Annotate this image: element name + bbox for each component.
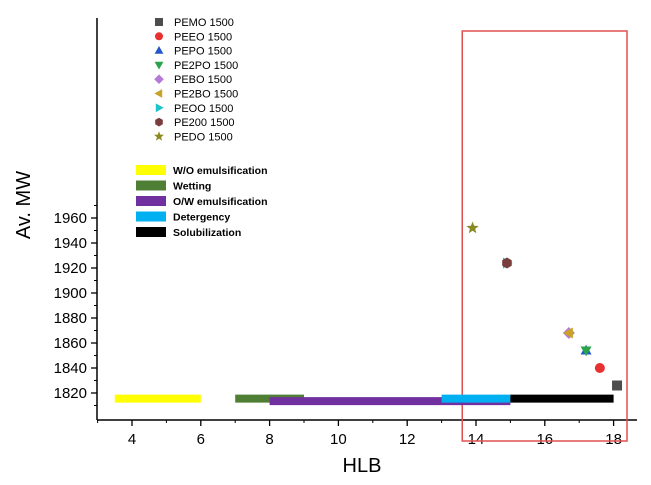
range-legend-swatch [136, 196, 166, 206]
highlight-region [461, 30, 628, 442]
hlb-range-bar [510, 394, 614, 403]
legend-marker [154, 46, 164, 54]
legend-label: PEDO 1500 [174, 131, 233, 143]
data-point [612, 380, 623, 391]
legend-marker [154, 89, 163, 98]
data-point [502, 257, 512, 269]
hlb-range-bar [269, 397, 511, 406]
x-tick-label: 16 [536, 431, 553, 448]
legend-label: PE2PO 1500 [174, 60, 238, 72]
range-legend-label: Solubilization [173, 227, 241, 239]
range-legend-swatch [136, 180, 166, 191]
axes: 4 6 8 10 12 14 16 18 1820 1840 1860 1880 1900 1920 194… [54, 18, 637, 448]
legend-label: PEMO 1500 [174, 17, 234, 29]
data-point [580, 346, 592, 357]
y-tick-label: 1920 [54, 260, 87, 277]
y-tick-label: 1960 [54, 210, 87, 227]
x-tick-label: 12 [399, 431, 416, 448]
y-tick-label: 1880 [54, 310, 87, 327]
highlight-box [461, 30, 628, 442]
hlb-range-bar [114, 394, 201, 403]
range-legend-swatch [136, 211, 166, 222]
x-tick-label: 14 [468, 431, 485, 448]
range-legend-label: O/W emulsification [173, 196, 268, 208]
y-tick-label: 1940 [54, 235, 87, 252]
y-tick-label: 1860 [54, 335, 87, 352]
legend-marker [155, 18, 163, 26]
range-legend-label: Wetting [173, 181, 211, 193]
hlb-range-bars [114, 394, 614, 406]
legend-label: PEBO 1500 [174, 74, 232, 86]
y-tick-label: 1900 [54, 285, 87, 302]
range-legend-label: Detergency [173, 212, 230, 224]
x-tick-label: 4 [128, 431, 136, 448]
x-tick-label: 10 [330, 431, 347, 448]
x-tick-label: 6 [197, 431, 205, 448]
legend-marker [155, 117, 163, 127]
marker-legend: PEMO 1500 PEEO 1500 PEPO 1500 PE2PO 1500 PEB… [154, 17, 238, 143]
legend-marker [155, 103, 164, 113]
data-point [466, 221, 479, 234]
legend-marker [154, 61, 164, 70]
range-legend-swatch [136, 165, 166, 175]
legend-marker [154, 74, 164, 84]
data-point [563, 327, 573, 339]
legend-label: PEOO 1500 [174, 103, 233, 115]
range-legend-label: W/O emulsification [173, 165, 268, 177]
range-legend: W/O emulsification Wetting O/W emulsificat… [136, 165, 268, 239]
y-tick-label: 1820 [54, 385, 87, 402]
y-axis-label: Av. MW [13, 171, 35, 239]
legend-label: PEPO 1500 [174, 46, 232, 58]
y-tick-label: 1840 [54, 360, 87, 377]
legend-label: PEEO 1500 [174, 31, 232, 43]
hlb-range-bar [441, 394, 511, 403]
legend-marker [154, 131, 164, 141]
data-point [594, 363, 605, 373]
legend-marker [155, 32, 163, 41]
data-points [466, 221, 623, 391]
range-legend-swatch [136, 227, 166, 237]
legend-label: PE2BO 1500 [174, 89, 238, 101]
legend-label: PE200 1500 [174, 117, 235, 129]
x-tick-label: 8 [265, 431, 273, 448]
x-axis-label: HLB [343, 455, 382, 477]
x-tick-label: 18 [605, 431, 622, 448]
